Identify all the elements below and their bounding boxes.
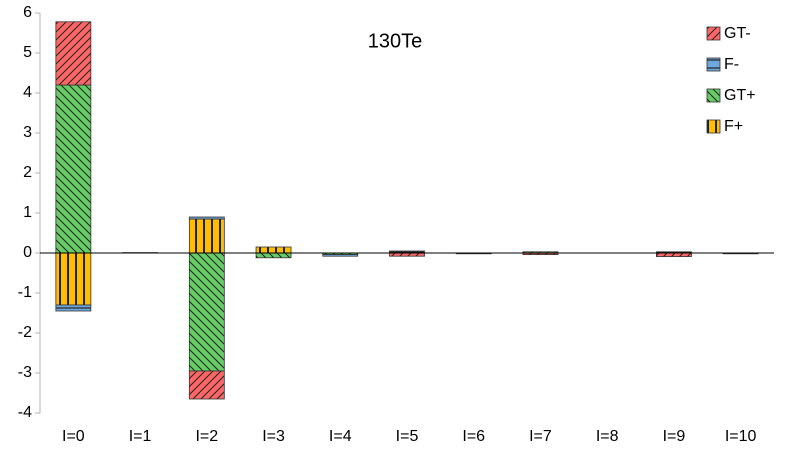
bar-segment [55,304,92,312]
x-tick-label: I=10 [725,428,757,445]
legend-label: GT+ [724,87,756,104]
y-tick-label: -4 [18,404,32,421]
bar-segment [55,84,92,254]
x-tick-label: I=7 [529,428,552,445]
x-tick-label: I=5 [396,428,419,445]
x-tick-label: I=8 [596,428,619,445]
x-tick-label: I=6 [462,428,485,445]
bar-segment [55,252,92,306]
bar-segment [55,21,92,86]
y-tick-label: 2 [23,164,32,181]
y-tick-label: 0 [23,244,32,261]
y-tick-label: 5 [23,44,32,61]
x-tick-label: I=4 [329,428,352,445]
bar-segment [255,246,292,254]
legend-swatch [706,57,721,72]
x-tick-label: I=3 [262,428,285,445]
bar-segment [188,252,225,372]
y-tick-label: 4 [23,84,32,101]
bar-segment [188,218,225,254]
bar-segment [188,370,225,400]
bar-segment [255,252,292,259]
x-tick-label: I=0 [62,428,85,445]
bar-segment [322,254,359,257]
legend-label: F+ [724,118,743,135]
y-tick-label: 1 [23,204,32,221]
x-tick-label: I=2 [195,428,218,445]
chart-title: 130Te [368,30,423,52]
y-tick-label: 3 [23,124,32,141]
bar-segment [656,252,692,257]
y-tick-label: -1 [18,284,32,301]
y-tick-label: 6 [23,4,32,21]
legend-swatch [706,26,721,41]
x-tick-label: I=1 [129,428,152,445]
legend-swatch [706,88,721,103]
legend-label: GT- [724,25,751,42]
bar-segment [188,216,225,220]
y-tick-label: -3 [18,364,32,381]
legend-label: F- [724,56,739,73]
y-tick-label: -2 [18,324,32,341]
x-tick-label: I=9 [663,428,686,445]
legend-swatch [706,119,721,134]
